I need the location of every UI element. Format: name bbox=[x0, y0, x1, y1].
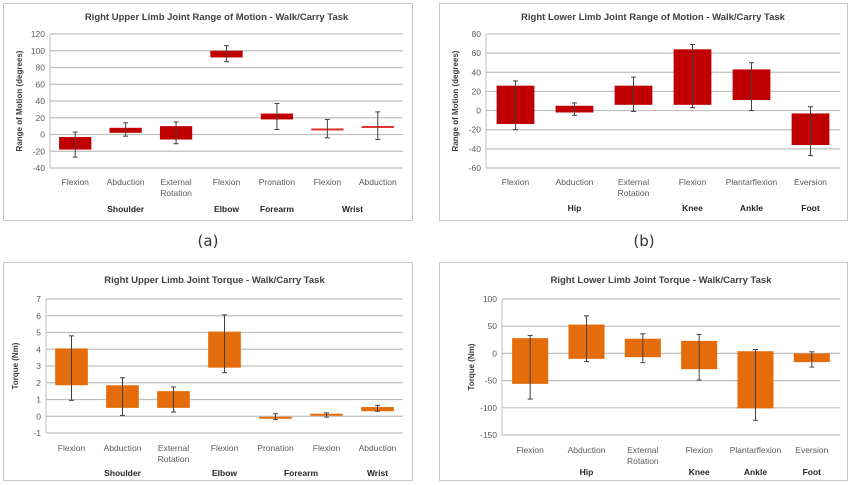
y-tick-label: 20 bbox=[472, 86, 482, 96]
y-tick-label: 6 bbox=[36, 311, 41, 321]
x-group-label: Forearm bbox=[284, 468, 318, 478]
x-category-label: Flexion bbox=[516, 445, 544, 455]
chart-panel-c: Right Upper Limb Joint Torque - Walk/Car… bbox=[3, 262, 413, 481]
y-tick-label: -100 bbox=[480, 403, 497, 413]
y-tick-label: -1 bbox=[33, 428, 41, 438]
x-category-label-line2: Rotation bbox=[160, 188, 192, 198]
y-tick-label: 60 bbox=[36, 79, 46, 89]
y-axis-label: Torque (Nm) bbox=[467, 343, 476, 390]
y-tick-label: 0 bbox=[492, 348, 497, 358]
x-category-label: External bbox=[158, 443, 189, 453]
x-category-label: Flexion bbox=[679, 177, 707, 187]
y-tick-label: -40 bbox=[33, 163, 46, 173]
x-category-label: Abduction bbox=[107, 177, 145, 187]
x-category-label: Plantarflexion bbox=[730, 445, 782, 455]
x-category-label: Flexion bbox=[314, 177, 342, 187]
y-tick-label: 40 bbox=[472, 67, 482, 77]
y-tick-label: 0 bbox=[36, 411, 41, 421]
chart-upper-limb-torque: Right Upper Limb Joint Torque - Walk/Car… bbox=[11, 275, 403, 478]
y-tick-label: 1 bbox=[36, 395, 41, 405]
y-tick-label: 100 bbox=[483, 294, 497, 304]
x-category-label: External bbox=[618, 177, 649, 187]
x-category-label: Flexion bbox=[685, 445, 713, 455]
x-category-label: Pronation bbox=[259, 177, 296, 187]
caption-a: (a) bbox=[197, 232, 219, 250]
y-tick-label: 3 bbox=[36, 361, 41, 371]
x-category-label-line2: Rotation bbox=[158, 454, 190, 464]
y-tick-label: -20 bbox=[469, 125, 482, 135]
chart-title: Right Upper Limb Joint Range of Motion -… bbox=[85, 12, 349, 23]
y-tick-label: 2 bbox=[36, 378, 41, 388]
y-tick-label: -60 bbox=[469, 163, 482, 173]
chart-lower-limb-rom: Right Lower Limb Joint Range of Motion -… bbox=[451, 12, 840, 213]
chart-upper-limb-rom: Right Upper Limb Joint Range of Motion -… bbox=[15, 12, 403, 214]
x-group-label: Wrist bbox=[367, 468, 388, 478]
y-tick-label: -150 bbox=[480, 430, 497, 440]
x-category-label: Eversion bbox=[794, 177, 827, 187]
x-category-label: Flexion bbox=[62, 177, 90, 187]
x-group-label: Elbow bbox=[212, 468, 237, 478]
y-tick-label: 5 bbox=[36, 328, 41, 338]
chart-title: Right Lower Limb Joint Torque - Walk/Car… bbox=[551, 275, 773, 286]
y-tick-label: 20 bbox=[36, 113, 46, 123]
y-axis-label: Range of Motion (degrees) bbox=[15, 50, 24, 151]
x-category-label: Eversion bbox=[795, 445, 828, 455]
y-tick-label: 80 bbox=[36, 63, 46, 73]
x-group-label: Hip bbox=[568, 203, 582, 213]
x-category-label: Plantarflexion bbox=[726, 177, 778, 187]
y-axis-label: Range of Motion (degrees) bbox=[451, 50, 460, 151]
x-group-label: Forearm bbox=[260, 204, 294, 214]
x-group-label: Wrist bbox=[342, 204, 363, 214]
y-tick-label: 120 bbox=[31, 29, 45, 39]
chart-panel-d: Right Lower Limb Joint Torque - Walk/Car… bbox=[439, 262, 848, 481]
y-tick-label: 50 bbox=[488, 321, 498, 331]
x-group-label: Shoulder bbox=[104, 468, 142, 478]
x-group-label: Foot bbox=[801, 203, 820, 213]
y-tick-label: 0 bbox=[40, 130, 45, 140]
y-axis-label: Torque (Nm) bbox=[11, 342, 20, 389]
x-group-label: Elbow bbox=[214, 204, 239, 214]
x-category-label: Flexion bbox=[58, 443, 86, 453]
x-category-label-line2: Rotation bbox=[627, 456, 659, 466]
y-tick-label: -50 bbox=[485, 376, 498, 386]
x-category-label: Abduction bbox=[556, 177, 594, 187]
x-group-label: Shoulder bbox=[107, 204, 145, 214]
x-category-label: Flexion bbox=[502, 177, 530, 187]
y-tick-label: 0 bbox=[476, 106, 481, 116]
chart-panel-b: Right Lower Limb Joint Range of Motion -… bbox=[439, 3, 848, 221]
chart-panel-a: Right Upper Limb Joint Range of Motion -… bbox=[3, 3, 413, 221]
x-category-label: Abduction bbox=[359, 443, 397, 453]
chart-lower-limb-torque: Right Lower Limb Joint Torque - Walk/Car… bbox=[467, 275, 840, 477]
y-tick-label: 40 bbox=[36, 96, 46, 106]
chart-title: Right Upper Limb Joint Torque - Walk/Car… bbox=[104, 275, 325, 286]
x-category-label: Flexion bbox=[313, 443, 341, 453]
x-category-label: Pronation bbox=[257, 443, 294, 453]
x-category-label: Flexion bbox=[211, 443, 239, 453]
x-group-label: Knee bbox=[689, 467, 710, 477]
y-tick-label: 60 bbox=[472, 48, 482, 58]
x-group-label: Knee bbox=[682, 203, 703, 213]
y-tick-label: 4 bbox=[36, 344, 41, 354]
x-category-label: Flexion bbox=[213, 177, 241, 187]
x-group-label: Ankle bbox=[740, 203, 763, 213]
caption-b: (b) bbox=[633, 232, 655, 250]
chart-title: Right Lower Limb Joint Range of Motion -… bbox=[521, 12, 786, 23]
x-category-label: Abduction bbox=[568, 445, 606, 455]
x-category-label-line2: Rotation bbox=[618, 188, 650, 198]
y-tick-label: 7 bbox=[36, 294, 41, 304]
x-category-label: External bbox=[160, 177, 191, 187]
x-category-label: Abduction bbox=[104, 443, 142, 453]
y-tick-label: -40 bbox=[469, 144, 482, 154]
x-group-label: Hip bbox=[580, 467, 594, 477]
x-category-label: External bbox=[627, 445, 658, 455]
y-tick-label: 80 bbox=[472, 29, 482, 39]
y-tick-label: -20 bbox=[33, 146, 46, 156]
y-tick-label: 100 bbox=[31, 46, 45, 56]
x-group-label: Foot bbox=[803, 467, 822, 477]
x-group-label: Ankle bbox=[744, 467, 767, 477]
x-category-label: Abduction bbox=[359, 177, 397, 187]
